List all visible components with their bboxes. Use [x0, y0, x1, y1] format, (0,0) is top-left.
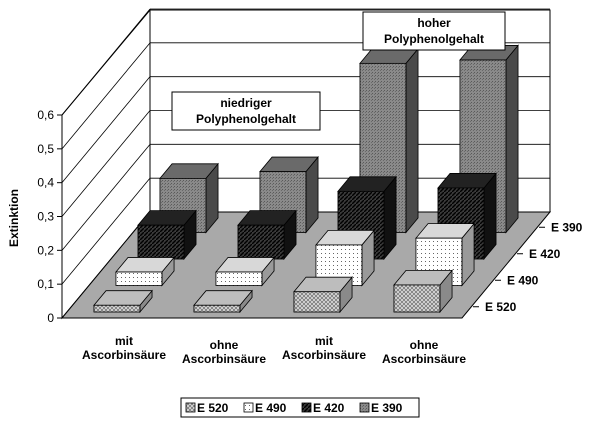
bar-e520-cat4	[393, 269, 453, 314]
legend: E 520 E 490 E 420 E 390	[180, 397, 420, 418]
category-label-line: Ascorbinsäure	[82, 348, 166, 362]
legend-label: E 390	[371, 401, 403, 415]
bars	[93, 44, 519, 314]
annotation-low: niedriger Polyphenolgehalt	[171, 91, 321, 131]
legend-swatch	[359, 402, 370, 413]
category-label: mit Ascorbinsäure	[82, 334, 166, 362]
gridline-side	[61, 144, 151, 251]
y-tick-label: 0	[47, 311, 54, 325]
y-axis-ticks: 0 0,1 0,2 0,3 0,4 0,5 0,6	[37, 108, 62, 325]
series-depth-label: E 420	[529, 247, 561, 261]
y-tick-label: 0,5	[37, 142, 54, 156]
legend-label: E 520	[197, 401, 229, 415]
y-tick-label: 0,1	[37, 277, 54, 291]
bar-e520-cat1	[93, 289, 153, 314]
category-label-line: mit	[115, 334, 133, 348]
annotation-high: hoher Polyphenolgehalt	[362, 11, 506, 51]
category-label-line: ohne	[210, 338, 239, 352]
legend-swatch	[243, 402, 254, 413]
series-depth-label: E 490	[507, 273, 539, 287]
bar-e520-cat2	[193, 289, 253, 314]
y-tick-label: 0,2	[37, 243, 54, 257]
category-label: ohne Ascorbinsäure	[382, 338, 466, 366]
annotation-high-line1: hoher	[417, 16, 451, 30]
annotation-low-line2: Polyphenolgehalt	[196, 112, 296, 126]
bar-e520-cat3	[293, 276, 353, 314]
series-depth-labels: E 520 E 490 E 420 E 390	[473, 220, 583, 314]
bar-e420-cat1	[137, 209, 197, 261]
gridline-side	[61, 110, 151, 217]
series-depth-label: E 390	[551, 220, 583, 234]
category-label-line: Ascorbinsäure	[182, 352, 266, 366]
y-axis-label: Extinktion	[7, 189, 21, 247]
legend-swatch	[185, 402, 196, 413]
category-label-line: mit	[315, 334, 333, 348]
bar-e490-cat2	[215, 256, 275, 287]
category-label-line: ohne	[410, 338, 439, 352]
category-label-line: Ascorbinsäure	[282, 348, 366, 362]
legend-frame	[180, 397, 420, 418]
gridline-side	[61, 177, 151, 285]
gridline-side	[61, 8, 151, 116]
y-tick-label: 0,4	[37, 176, 54, 190]
bar-e390-cat4	[459, 44, 519, 234]
category-label: ohne Ascorbinsäure	[182, 338, 266, 366]
bar-e490-cat3	[315, 229, 375, 287]
y-tick-label: 0,3	[37, 210, 54, 224]
category-label-line: Ascorbinsäure	[382, 352, 466, 366]
category-label: mit Ascorbinsäure	[282, 334, 366, 362]
annotation-high-line2: Polyphenolgehalt	[384, 32, 484, 46]
legend-label: E 490	[255, 401, 287, 415]
gridline-side	[61, 76, 151, 183]
gridline-side	[61, 42, 151, 150]
y-tick-label: 0,6	[37, 108, 54, 122]
series-depth-label: E 520	[485, 300, 517, 314]
bar-e490-cat1	[115, 256, 175, 287]
annotation-low-line1: niedriger	[220, 96, 272, 110]
bar-e420-cat2	[237, 209, 297, 261]
legend-label: E 420	[313, 401, 345, 415]
legend-swatch	[301, 402, 312, 413]
